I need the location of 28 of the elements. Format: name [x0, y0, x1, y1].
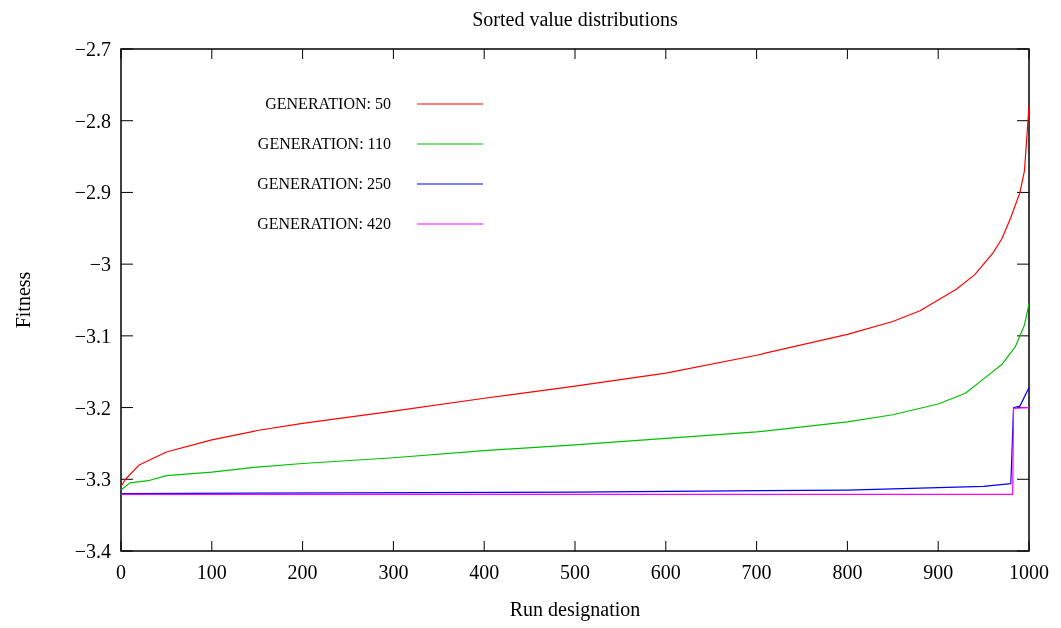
y-tick-label: −3.3 — [74, 468, 111, 491]
y-tick-label: −3.1 — [74, 324, 111, 347]
x-tick-label: 1000 — [1009, 561, 1049, 583]
x-tick-label: 500 — [560, 561, 590, 583]
legend-label: GENERATION: 250 — [257, 175, 391, 192]
x-tick-label: 300 — [378, 561, 409, 583]
y-tick-label: −2.8 — [74, 109, 111, 132]
y-tick-label: −3.2 — [74, 396, 111, 419]
line-series — [120, 386, 1030, 495]
x-tick-label: 900 — [923, 561, 954, 583]
legend-label: GENERATION: 420 — [257, 215, 391, 232]
chart-title: Sorted value distributions — [472, 8, 678, 30]
line-series — [120, 302, 1030, 491]
x-tick-label: 0 — [116, 561, 126, 583]
y-tick-label: −3 — [89, 253, 111, 276]
x-tick-label: 700 — [741, 561, 772, 583]
y-axis-title: Fitness — [12, 271, 34, 329]
x-tick-label: 600 — [650, 561, 681, 583]
x-tick-label: 200 — [287, 561, 318, 583]
x-tick-label: 400 — [469, 561, 500, 583]
y-tick-label: −2.9 — [74, 181, 111, 204]
x-axis-title: Run designation — [509, 598, 641, 621]
legend-label: GENERATION: 50 — [265, 95, 391, 112]
y-tick-label: −2.7 — [74, 38, 111, 60]
x-tick-label: 800 — [832, 561, 863, 583]
legend-label: GENERATION: 110 — [257, 135, 391, 152]
y-tick-label: −3.4 — [74, 540, 111, 562]
x-tick-label: 100 — [196, 561, 227, 583]
